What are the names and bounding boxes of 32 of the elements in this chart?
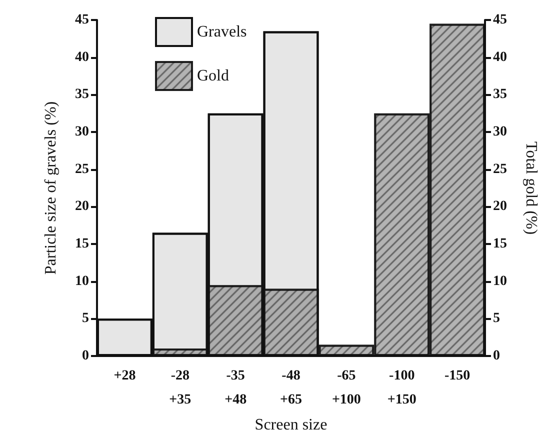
y-tick-label: 45 — [75, 12, 89, 28]
y-tick-label: 25 — [75, 162, 89, 177]
y-tick-label: 10 — [75, 274, 89, 289]
y2-axis-title: Total gold (%) — [522, 141, 540, 235]
y2-tick-label: 45 — [493, 12, 507, 28]
x-tick-label: +28 — [114, 368, 136, 384]
y2-tick-label: 25 — [493, 162, 507, 177]
y-tick-label: 0 — [82, 348, 89, 364]
x-tick-label: -35 +48 — [224, 368, 247, 408]
x-tick-label: -150 — [444, 368, 470, 384]
y-tick-label: 30 — [75, 124, 89, 140]
y-tick-label: 15 — [75, 236, 89, 252]
y2-tick-label: 30 — [493, 124, 507, 140]
x-tick-label: -100 +150 — [387, 368, 416, 408]
x-tick-label: -65 +100 — [332, 368, 361, 408]
y-tick-label: 35 — [75, 87, 89, 102]
y-tick-label: 40 — [75, 50, 89, 65]
y2-tick-label: 10 — [493, 274, 507, 289]
legend-label: Gravels — [197, 24, 247, 40]
y2-tick-label: 15 — [493, 236, 507, 252]
y-axis-title: Particle size of gravels (%) — [42, 101, 60, 275]
y-tick-label: 20 — [75, 199, 89, 214]
x-tick-label: -28 +35 — [169, 368, 192, 408]
x-tick-label: -48 +65 — [280, 368, 302, 408]
y2-tick-label: 0 — [493, 348, 500, 364]
legend-label: Gold — [197, 68, 229, 84]
y2-tick-label: 20 — [493, 199, 507, 214]
y2-tick-label: 35 — [493, 87, 507, 102]
y2-tick-label: 40 — [493, 50, 507, 65]
y2-tick-label: 5 — [493, 311, 500, 326]
y-tick-label: 5 — [82, 311, 89, 326]
x-axis-title: Screen size — [254, 416, 328, 434]
